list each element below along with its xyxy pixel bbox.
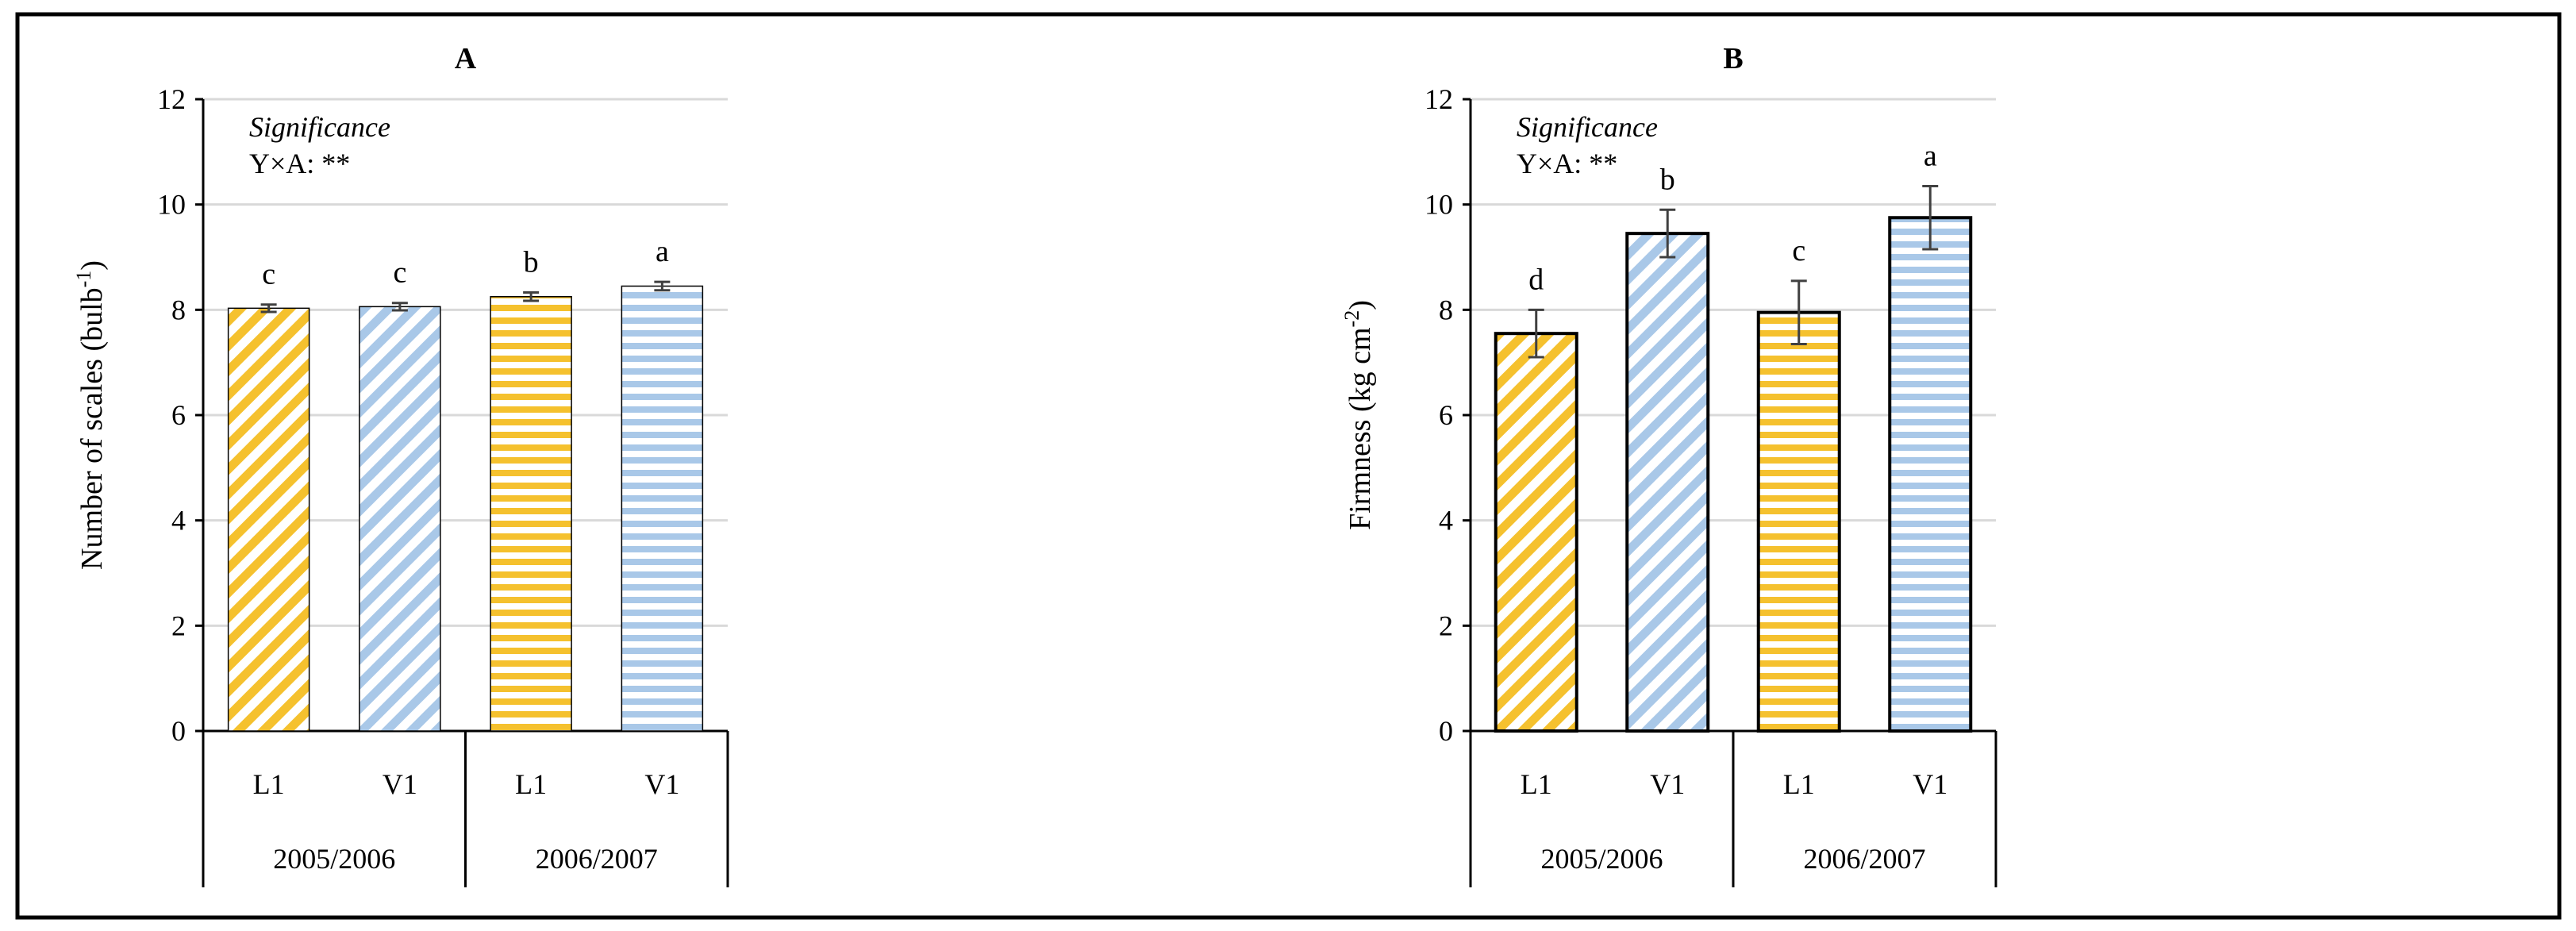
category-label: L1 (1521, 768, 1552, 800)
chart-title: A (455, 42, 477, 75)
significance-letter: b (524, 245, 539, 279)
y-tick-label: 6 (171, 399, 186, 431)
category-label: L1 (1783, 768, 1815, 800)
y-tick-label: 4 (171, 505, 186, 537)
y-tick-label: 12 (1424, 83, 1453, 115)
error-bar (654, 280, 671, 292)
significance-letter: d (1528, 263, 1544, 296)
y-tick-label: 0 (171, 715, 186, 747)
significance-text: Y×A: ** (249, 148, 350, 179)
bar-l1-2006-2007 (490, 296, 572, 732)
category-label: L1 (253, 768, 285, 800)
y-axis-label: Firmness (kg cm-2) (1340, 300, 1377, 530)
chart-panel-b: 0 2 4 6 8 10 12 d L1 b V1 c L1 a V1 2005/2006 2006/2007 B… (1340, 42, 1997, 887)
significance-letter: c (393, 256, 406, 290)
y-tick-label: 2 (171, 610, 186, 641)
y-tick-label: 6 (1439, 399, 1453, 431)
category-label: V1 (1650, 768, 1685, 800)
error-bar (260, 303, 277, 314)
bar-v1-2005-2006 (359, 306, 441, 732)
y-tick-label: 8 (171, 294, 186, 325)
y-tick-label: 12 (157, 83, 186, 115)
significance-letter: a (656, 235, 669, 268)
chart-title: B (1723, 42, 1743, 75)
category-label: V1 (644, 768, 679, 800)
bar-v1-2006-2007 (1888, 216, 1973, 733)
error-bar (1922, 184, 1939, 251)
bar-l1-2006-2007 (1756, 310, 1841, 733)
figure-border (15, 12, 2562, 920)
y-tick-label: 10 (1424, 189, 1453, 221)
bar-v1-2006-2007 (621, 285, 704, 732)
y-tick-label: 0 (1439, 715, 1453, 747)
error-bar (1790, 279, 1807, 345)
significance-letter: c (262, 258, 275, 291)
significance-heading: Significance (1517, 111, 1658, 143)
significance-text: Y×A: ** (1517, 148, 1617, 179)
error-bar (1528, 308, 1544, 359)
category-label: L1 (515, 768, 547, 800)
bar-v1-2005-2006 (1625, 232, 1710, 733)
significance-heading: Significance (249, 111, 390, 143)
error-bar (391, 302, 408, 312)
y-tick-label: 10 (157, 189, 186, 221)
group-label: 2006/2007 (1803, 843, 1925, 875)
y-axis-label: Number of scales (bulb-1) (72, 260, 109, 570)
group-label: 2005/2006 (1540, 843, 1663, 875)
category-label: V1 (1913, 768, 1947, 800)
y-tick-label: 4 (1439, 505, 1453, 537)
y-tick-label: 2 (1439, 610, 1453, 641)
chart-panel-a: 0 2 4 6 8 10 12 c L1 c V1 b L1 a V1 2005/2006 2006/2007 A… (72, 42, 729, 887)
significance-letter: a (1924, 139, 1937, 172)
error-bar (1659, 208, 1676, 259)
y-tick-label: 8 (1439, 294, 1453, 325)
group-label: 2005/2006 (273, 843, 395, 875)
bar-l1-2005-2006 (227, 307, 310, 732)
error-bar (523, 290, 540, 302)
bar-l1-2005-2006 (1494, 332, 1578, 733)
category-label: V1 (383, 768, 417, 800)
significance-letter: c (1792, 234, 1805, 267)
significance-letter: b (1660, 163, 1675, 196)
group-label: 2006/2007 (536, 843, 658, 875)
